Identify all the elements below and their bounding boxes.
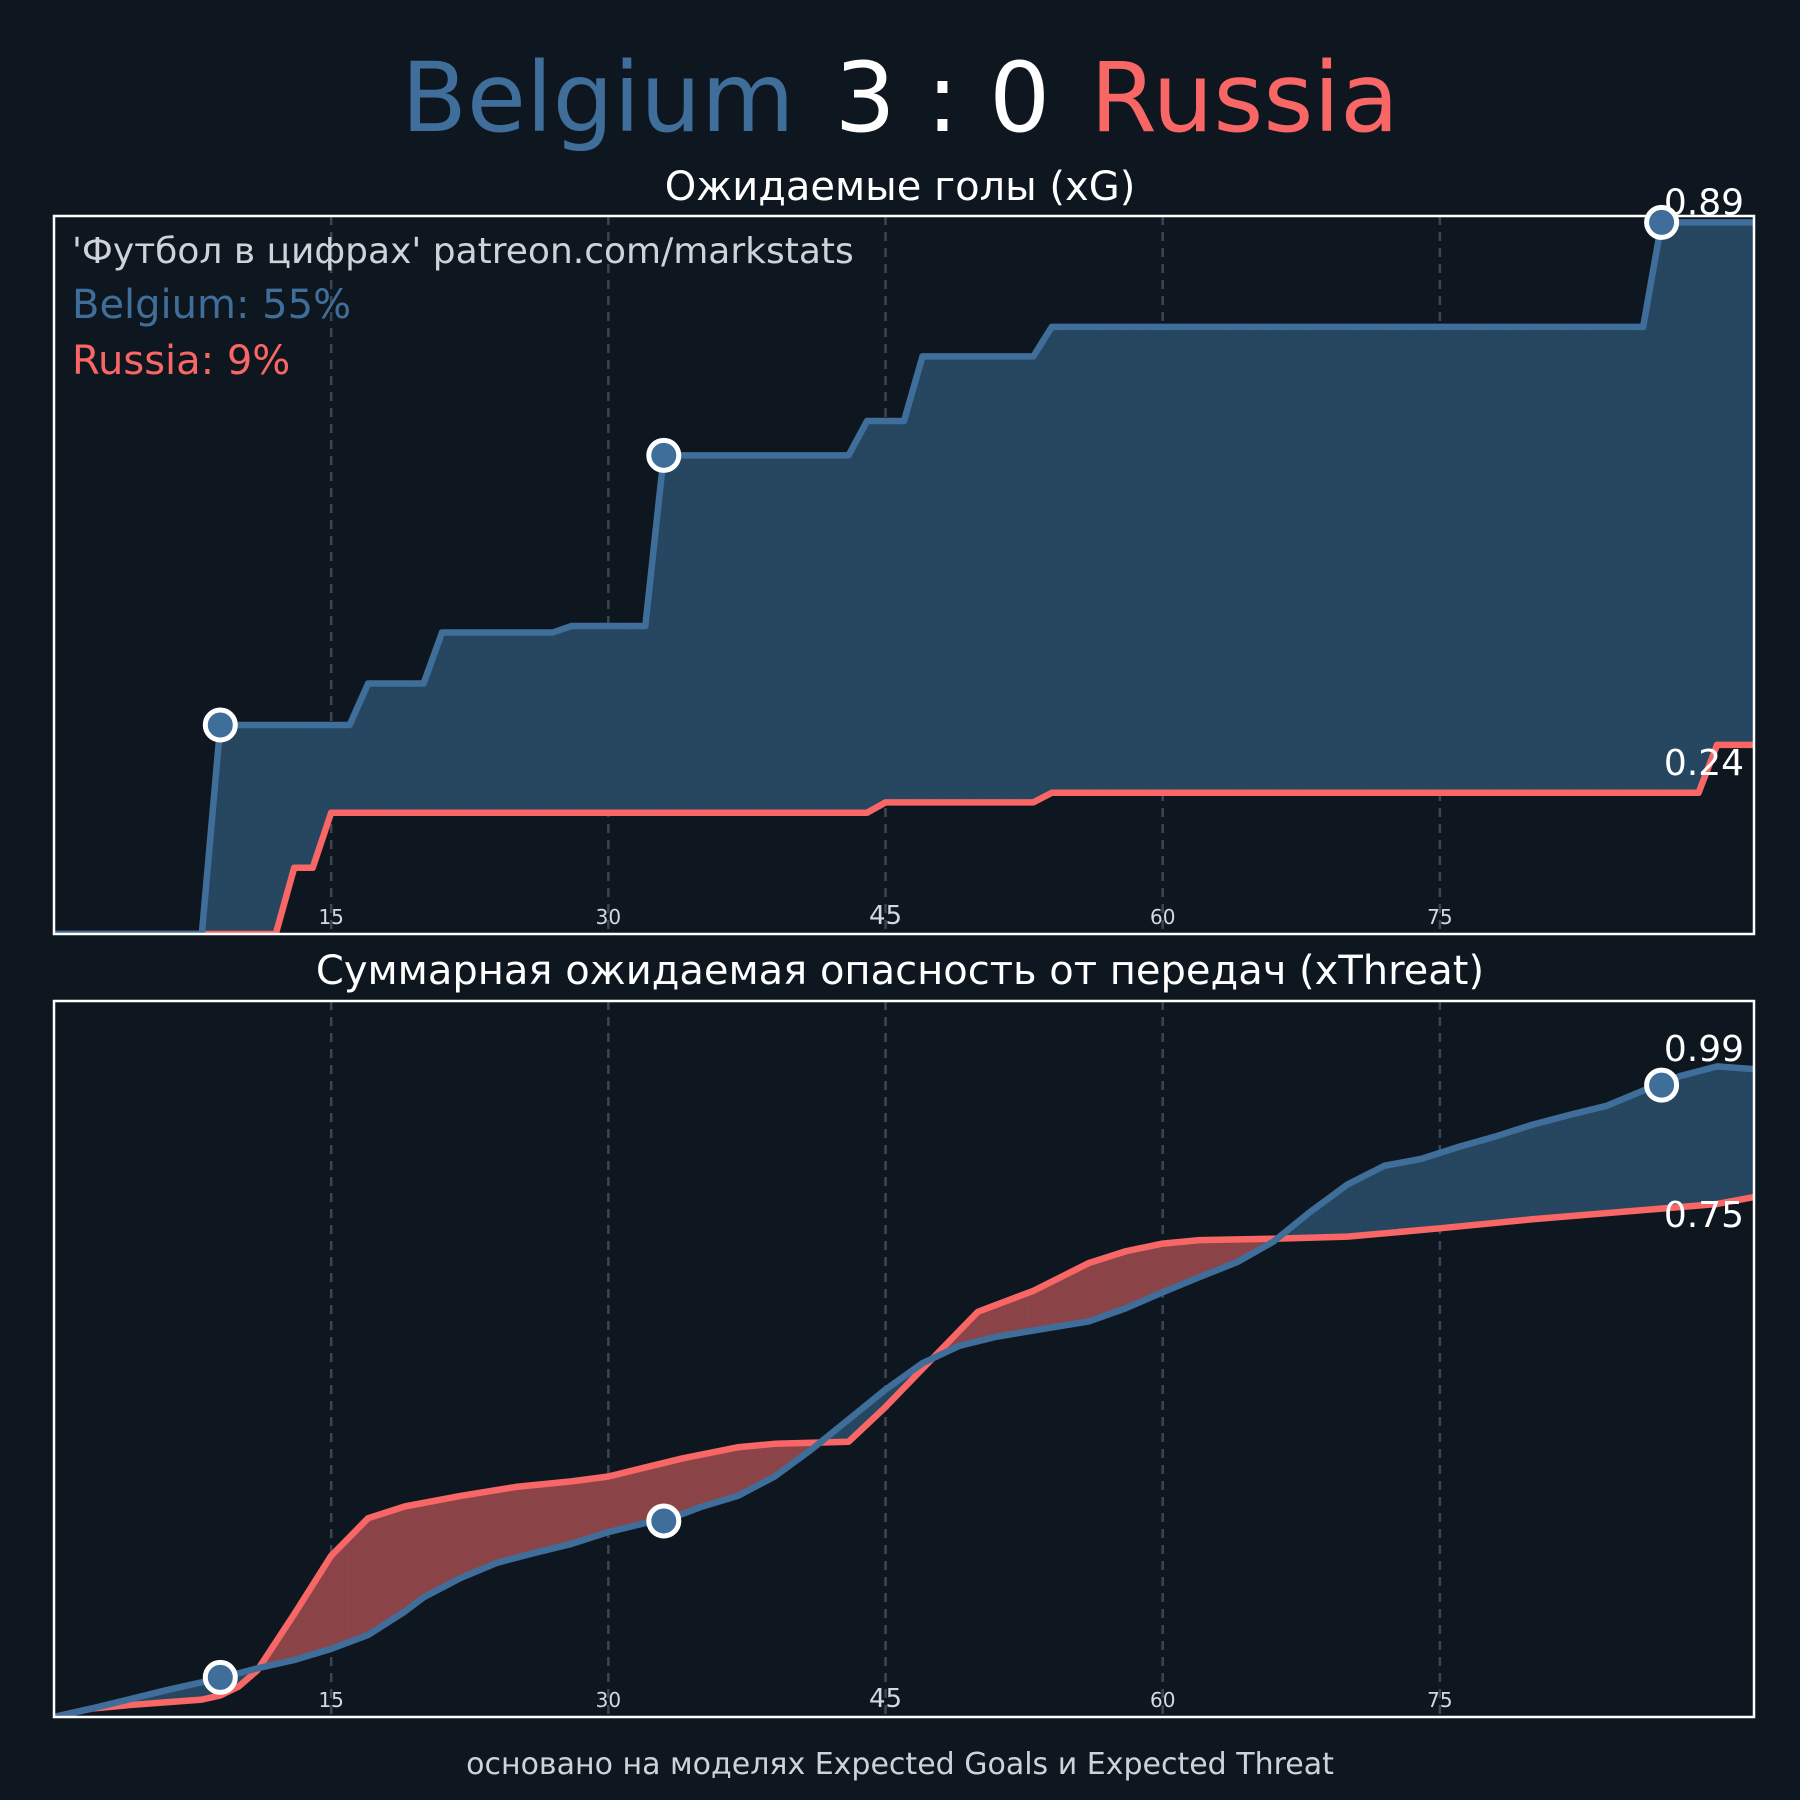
match-header: Belgium 3 : 0 Russia bbox=[0, 38, 1800, 158]
x-tick-label: 45 bbox=[869, 1684, 902, 1714]
xg-chart-title: Ожидаемые голы (xG) bbox=[665, 164, 1136, 210]
win-probability-home: Belgium: 55% bbox=[72, 282, 351, 328]
goal-marker bbox=[202, 707, 238, 743]
x-tick-label: 60 bbox=[1150, 905, 1175, 929]
end-value-label: 0.24 bbox=[1664, 743, 1744, 784]
home-team-name: Belgium bbox=[401, 42, 795, 154]
xt-chart-title: Суммарная ожидаемая опасность от передач… bbox=[316, 948, 1484, 994]
watermark-text: 'Футбол в цифрах' patreon.com/markstats bbox=[72, 231, 854, 272]
footer-note: основано на моделях Expected Goals и Exp… bbox=[466, 1747, 1334, 1782]
goal-marker bbox=[646, 1503, 682, 1539]
x-tick-label: 15 bbox=[318, 905, 343, 929]
win-probability-away: Russia: 9% bbox=[72, 338, 290, 384]
goal-marker bbox=[1644, 1067, 1680, 1103]
series-line-belgium bbox=[54, 1063, 1754, 1717]
x-tick-label: 75 bbox=[1427, 1688, 1452, 1712]
x-tick-label: 60 bbox=[1150, 1688, 1175, 1712]
xg-chart: 15 30 45 60 75 0.89 0.24 bbox=[52, 182, 1756, 936]
series-line-russia bbox=[54, 1193, 1754, 1717]
difference-fill bbox=[90, 1065, 1754, 1710]
x-tick-label: 45 bbox=[869, 901, 902, 931]
series-line-russia bbox=[54, 741, 1754, 934]
xt-chart: 15 30 45 60 75 0.99 0.75 bbox=[52, 999, 1756, 1719]
plot-frame bbox=[52, 999, 1756, 1719]
goal-marker bbox=[1644, 204, 1680, 240]
match-score: 3 : 0 bbox=[834, 42, 1051, 154]
x-tick-label: 30 bbox=[596, 1688, 621, 1712]
series-line-belgium bbox=[54, 219, 1754, 934]
x-tick-label: 15 bbox=[318, 1688, 343, 1712]
goal-marker bbox=[646, 437, 682, 473]
end-value-label: 0.99 bbox=[1664, 1029, 1744, 1070]
away-team-name: Russia bbox=[1090, 42, 1399, 154]
x-tick-label: 75 bbox=[1427, 905, 1452, 929]
end-value-label: 0.75 bbox=[1664, 1195, 1744, 1236]
x-tick-label: 30 bbox=[596, 905, 621, 929]
end-value-label: 0.89 bbox=[1664, 182, 1744, 223]
goal-marker bbox=[202, 1659, 238, 1695]
plot-frame bbox=[52, 214, 1756, 936]
